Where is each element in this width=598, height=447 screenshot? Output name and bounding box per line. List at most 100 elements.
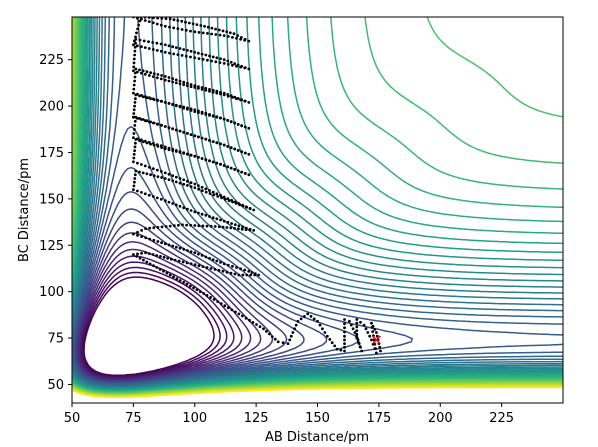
trajectory-point bbox=[375, 351, 378, 355]
trajectory-point bbox=[167, 101, 171, 105]
trajectory-point bbox=[171, 45, 175, 49]
trajectory-point bbox=[247, 173, 251, 177]
trajectory-point bbox=[148, 262, 152, 266]
trajectory-point bbox=[159, 42, 163, 46]
trajectory-point bbox=[374, 347, 377, 350]
trajectory-point bbox=[239, 267, 243, 271]
trajectory-point bbox=[171, 244, 175, 248]
trajectory-point bbox=[165, 271, 169, 275]
trajectory-point bbox=[145, 141, 149, 145]
trajectory-point bbox=[162, 269, 165, 273]
trajectory-point bbox=[227, 199, 231, 203]
trajectory-point bbox=[195, 288, 199, 292]
trajectory-point bbox=[149, 71, 153, 75]
trajectory-point bbox=[375, 331, 378, 334]
trajectory-point bbox=[178, 151, 182, 154]
trajectory-point bbox=[189, 133, 193, 137]
trajectory-point bbox=[132, 136, 135, 140]
trajectory-point bbox=[152, 143, 156, 147]
trajectory-point bbox=[226, 93, 230, 96]
trajectory-point bbox=[186, 84, 189, 88]
trajectory-point bbox=[364, 327, 368, 331]
trajectory-point bbox=[355, 329, 359, 332]
trajectory-point bbox=[134, 71, 137, 75]
trajectory-point bbox=[134, 169, 138, 173]
trajectory-point bbox=[226, 119, 230, 122]
trajectory-point bbox=[152, 72, 156, 75]
trajectory-point bbox=[200, 157, 204, 160]
trajectory-point bbox=[214, 27, 218, 31]
trajectory-point bbox=[231, 200, 235, 204]
trajectory-point bbox=[171, 179, 175, 183]
trajectory-point bbox=[200, 185, 204, 189]
trajectory-point bbox=[158, 268, 162, 271]
trajectory-point bbox=[204, 213, 208, 217]
trajectory-point bbox=[182, 206, 186, 210]
trajectory-point bbox=[182, 281, 186, 284]
trajectory-point bbox=[235, 36, 238, 40]
trajectory-point bbox=[193, 134, 197, 138]
trajectory-point bbox=[133, 53, 137, 57]
trajectory-point bbox=[160, 241, 164, 245]
trajectory-point bbox=[208, 113, 211, 116]
trajectory-point bbox=[226, 263, 230, 267]
trajectory-point bbox=[217, 225, 221, 229]
trajectory-point bbox=[133, 177, 137, 180]
trajectory-point bbox=[208, 139, 211, 142]
trajectory-point bbox=[211, 140, 215, 144]
trajectory-point bbox=[222, 195, 226, 199]
trajectory-point bbox=[167, 178, 171, 182]
trajectory-point bbox=[156, 99, 160, 102]
trajectory-point bbox=[206, 25, 210, 29]
trajectory-point bbox=[166, 256, 170, 260]
trajectory-point bbox=[237, 227, 240, 231]
x-tick-label: 75 bbox=[125, 411, 142, 426]
trajectory-point bbox=[328, 338, 332, 341]
trajectory-point bbox=[178, 82, 182, 86]
trajectory-point bbox=[229, 166, 233, 170]
trajectory-point bbox=[217, 268, 221, 272]
trajectory-point bbox=[312, 317, 316, 321]
trajectory-point bbox=[182, 178, 186, 182]
trajectory-point bbox=[197, 252, 200, 256]
trajectory-point bbox=[185, 223, 189, 227]
trajectory-point bbox=[152, 17, 155, 20]
trajectory-point bbox=[149, 142, 153, 146]
trajectory-point bbox=[132, 91, 135, 95]
trajectory-point bbox=[293, 327, 296, 331]
trajectory-point bbox=[148, 226, 152, 230]
trajectory-point bbox=[189, 185, 193, 189]
trajectory-point bbox=[222, 62, 226, 65]
y-tick-label: 75 bbox=[47, 332, 64, 347]
trajectory-point bbox=[237, 224, 241, 228]
trajectory-point bbox=[306, 312, 310, 316]
trajectory-point bbox=[149, 97, 153, 101]
trajectory-point bbox=[147, 193, 151, 197]
trajectory-point bbox=[359, 320, 362, 324]
y-tick-label: 125 bbox=[39, 239, 64, 254]
trajectory-point bbox=[309, 315, 313, 318]
trajectory-point bbox=[247, 67, 251, 71]
trajectory-point bbox=[149, 120, 153, 124]
trajectory-point bbox=[208, 159, 211, 163]
trajectory-point bbox=[163, 24, 167, 28]
trajectory-point bbox=[164, 225, 168, 228]
trajectory-point bbox=[240, 64, 244, 68]
trajectory-point bbox=[156, 175, 160, 179]
trajectory-point bbox=[211, 55, 215, 59]
trajectory-point bbox=[155, 41, 159, 45]
trajectory-point bbox=[370, 338, 373, 342]
trajectory-point bbox=[171, 77, 175, 81]
trajectory-point bbox=[245, 205, 249, 209]
trajectory-point bbox=[143, 72, 147, 76]
trajectory-point bbox=[147, 252, 151, 256]
trajectory-point bbox=[180, 28, 184, 31]
trajectory-point bbox=[208, 256, 211, 260]
x-tick-label: 175 bbox=[366, 411, 391, 426]
trajectory-point bbox=[343, 326, 346, 330]
trajectory-point bbox=[236, 97, 240, 100]
x-tick-label: 100 bbox=[182, 411, 207, 426]
trajectory-point bbox=[171, 127, 175, 131]
trajectory-point bbox=[132, 232, 135, 236]
trajectory-point bbox=[215, 141, 219, 145]
